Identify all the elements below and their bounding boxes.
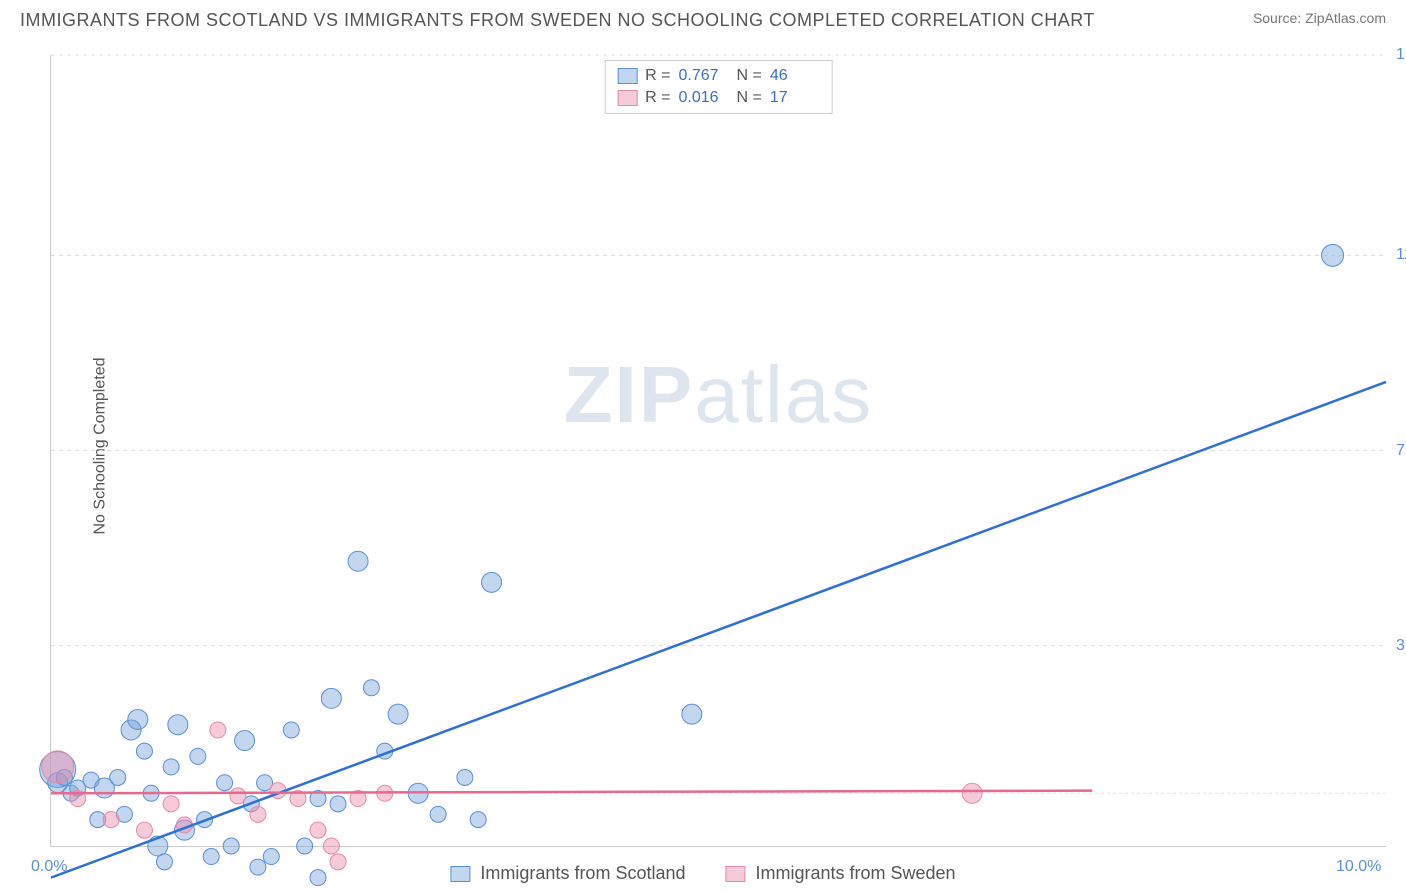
legend-row: R = 0.767 N = 46 — [617, 65, 820, 87]
data-point[interactable] — [297, 838, 313, 854]
legend-series-label: Immigrants from Sweden — [756, 863, 956, 884]
legend-n-label: N = — [737, 67, 762, 85]
data-point[interactable] — [190, 748, 206, 764]
data-point[interactable] — [250, 806, 266, 822]
data-point[interactable] — [136, 743, 152, 759]
legend-bottom-item: Immigrants from Scotland — [450, 863, 685, 884]
data-point[interactable] — [457, 769, 473, 785]
data-point[interactable] — [128, 709, 148, 729]
data-point[interactable] — [482, 572, 502, 592]
legend-bottom-item: Immigrants from Sweden — [726, 863, 956, 884]
data-point[interactable] — [217, 775, 233, 791]
legend-swatch — [617, 68, 637, 84]
data-point[interactable] — [103, 812, 119, 828]
data-point[interactable] — [42, 751, 74, 783]
data-point[interactable] — [203, 849, 219, 865]
data-point[interactable] — [156, 854, 172, 870]
y-tick-label: 15.0% — [1396, 46, 1406, 64]
data-point[interactable] — [363, 680, 379, 696]
legend-n-label: N = — [737, 89, 762, 107]
x-tick-label: 0.0% — [31, 858, 67, 876]
data-point[interactable] — [163, 759, 179, 775]
data-point[interactable] — [310, 870, 326, 886]
legend-n-value: 17 — [770, 89, 820, 107]
data-point[interactable] — [962, 783, 982, 803]
trend-line — [51, 791, 1092, 794]
data-point[interactable] — [283, 722, 299, 738]
data-point[interactable] — [163, 796, 179, 812]
y-tick-label: 7.5% — [1396, 442, 1406, 460]
data-point[interactable] — [470, 812, 486, 828]
legend-swatch — [450, 866, 470, 882]
chart-svg — [51, 55, 1386, 846]
data-point[interactable] — [250, 859, 266, 875]
data-point[interactable] — [110, 769, 126, 785]
source-link[interactable]: ZipAtlas.com — [1305, 10, 1386, 26]
header: IMMIGRANTS FROM SCOTLAND VS IMMIGRANTS F… — [0, 0, 1406, 36]
data-point[interactable] — [210, 722, 226, 738]
legend-r-label: R = — [645, 89, 670, 107]
legend-top: R = 0.767 N = 46 R = 0.016 N = 17 — [604, 60, 833, 114]
data-point[interactable] — [235, 731, 255, 751]
chart-title: IMMIGRANTS FROM SCOTLAND VS IMMIGRANTS F… — [20, 10, 1095, 31]
data-point[interactable] — [321, 688, 341, 708]
trend-line — [51, 382, 1386, 878]
data-point[interactable] — [330, 854, 346, 870]
data-point[interactable] — [348, 551, 368, 571]
legend-r-label: R = — [645, 67, 670, 85]
legend-series-label: Immigrants from Scotland — [480, 863, 685, 884]
legend-r-value: 0.016 — [679, 89, 729, 107]
legend-row: R = 0.016 N = 17 — [617, 87, 820, 109]
legend-swatch — [617, 90, 637, 106]
source-label: Source: ZipAtlas.com — [1253, 10, 1386, 26]
data-point[interactable] — [136, 822, 152, 838]
y-tick-label: 3.8% — [1396, 637, 1406, 655]
legend-n-value: 46 — [770, 67, 820, 85]
data-point[interactable] — [323, 838, 339, 854]
x-tick-label: 10.0% — [1336, 858, 1381, 876]
data-point[interactable] — [682, 704, 702, 724]
data-point[interactable] — [223, 838, 239, 854]
data-point[interactable] — [330, 796, 346, 812]
data-point[interactable] — [430, 806, 446, 822]
chart-plot-area: ZIPatlas 3.8%7.5%11.2%15.0%0.0%10.0%R =0… — [50, 55, 1386, 847]
legend-r-value: 0.767 — [679, 67, 729, 85]
data-point[interactable] — [310, 822, 326, 838]
data-point[interactable] — [263, 849, 279, 865]
data-point[interactable] — [1322, 244, 1344, 266]
data-point[interactable] — [168, 715, 188, 735]
legend-swatch — [726, 866, 746, 882]
data-point[interactable] — [230, 788, 246, 804]
data-point[interactable] — [388, 704, 408, 724]
legend-bottom: Immigrants from Scotland Immigrants from … — [450, 863, 955, 884]
y-tick-label: 11.2% — [1396, 246, 1406, 264]
